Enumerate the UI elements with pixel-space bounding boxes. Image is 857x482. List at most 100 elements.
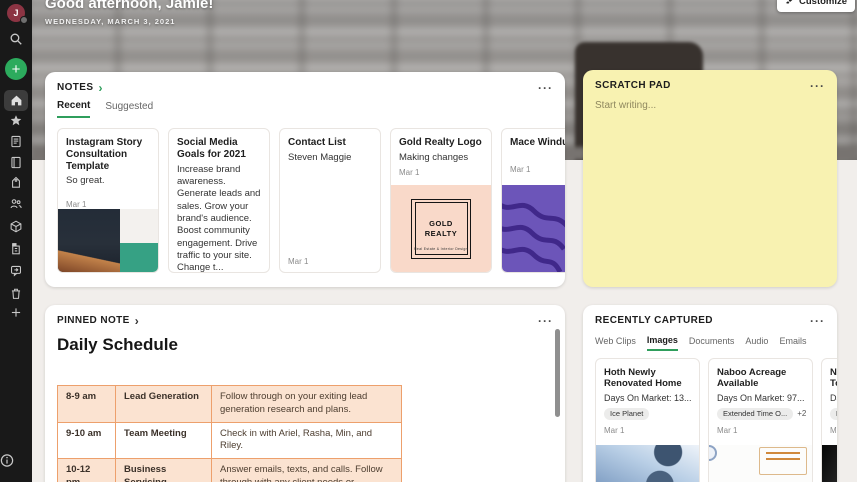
- table-row: 10-12 pm Business Servicing Answer email…: [57, 458, 402, 482]
- captured-days: Days On Market: 13...: [604, 392, 692, 403]
- sidebar-item-home[interactable]: [4, 90, 28, 111]
- note-date: Mar 1: [288, 257, 309, 266]
- captured-title: Naboo Acreage Available: [717, 367, 787, 390]
- sidebar-item-notes[interactable]: [10, 135, 23, 148]
- captured-card-clipped[interactable]: Ne To Da L Ma: [821, 358, 837, 482]
- note-snippet: Making changes: [399, 151, 469, 163]
- captured-thumbnail-hoth: [596, 445, 699, 482]
- captured-card-hoth[interactable]: Hoth Newly Renovated Home Days On Market…: [595, 358, 700, 482]
- recently-captured-title: RECENTLY CAPTURED: [595, 315, 713, 326]
- note-date: Mar 1: [399, 168, 420, 178]
- note-date: Mar 1: [510, 164, 531, 174]
- tag-icon: [10, 176, 23, 189]
- note-card-instagram-story[interactable]: Instagram Story Consultation Template So…: [57, 128, 159, 273]
- customize-button[interactable]: Customize: [777, 0, 856, 12]
- note-card-social-media-goals[interactable]: Social Media Goals for 2021 Increase bra…: [168, 128, 270, 273]
- chevron-right-icon[interactable]: ›: [134, 313, 139, 328]
- schedule-activity: Business Servicing: [115, 458, 212, 482]
- chevron-right-icon[interactable]: ›: [98, 80, 103, 95]
- scratch-pad-title: SCRATCH PAD: [595, 80, 671, 91]
- tab-suggested[interactable]: Suggested: [105, 100, 153, 118]
- tab-images[interactable]: Images: [646, 335, 678, 351]
- paintbrush-icon: [785, 0, 795, 8]
- captured-card-naboo[interactable]: Naboo Acreage Available Days On Market: …: [708, 358, 813, 482]
- captured-thumbnail-naboo: [709, 445, 812, 482]
- daily-schedule-table: 8-9 am Lead Generation Follow through on…: [57, 385, 402, 482]
- note-thumbnail-gold-realty-logo: GOLD REALTY Real Estate & Interior Desig…: [391, 185, 491, 272]
- greeting-text: Good afternoon, Jamie!: [45, 0, 214, 12]
- notes-header: NOTES › ···: [57, 80, 553, 95]
- building-photo: [58, 208, 120, 272]
- info-button[interactable]: [0, 453, 15, 468]
- tab-web-clips[interactable]: Web Clips: [595, 335, 636, 351]
- account-avatar[interactable]: J: [7, 4, 28, 24]
- schedule-desc: Check in with Ariel, Rasha, Min, and Ril…: [211, 421, 402, 460]
- schedule-activity: Team Meeting: [115, 421, 212, 460]
- logo-text-line2: REALTY: [424, 228, 458, 238]
- note-card-mace-windu[interactable]: Mace Windu Mar 1: [501, 128, 565, 273]
- star-icon: [10, 114, 23, 127]
- sidebar-item-tags[interactable]: [10, 176, 23, 189]
- schedule-time: 9-10 am: [57, 421, 116, 460]
- search-button[interactable]: [9, 32, 23, 46]
- plus-small-icon: [11, 307, 22, 318]
- chat-arrow-icon: [10, 264, 23, 277]
- tag-pill[interactable]: Extended Time O...: [717, 407, 794, 420]
- avatar-badge: [20, 16, 28, 24]
- sale-sign: [759, 447, 807, 475]
- scratch-pad-more-button[interactable]: ···: [810, 78, 825, 93]
- captured-tabs: Web Clips Images Documents Audio Emails: [595, 335, 806, 351]
- captured-days: Da: [830, 392, 837, 403]
- sidebar: J +: [0, 0, 32, 482]
- scratch-pad-widget[interactable]: SCRATCH PAD ··· Start writing...: [583, 70, 837, 287]
- sidebar-item-templates[interactable]: [10, 242, 23, 255]
- teal-block: [120, 243, 158, 272]
- captured-days: Days On Market: 97...: [717, 392, 805, 403]
- recently-captured-widget: RECENTLY CAPTURED ··· Web Clips Images D…: [583, 305, 837, 482]
- note-card-gold-realty[interactable]: Gold Realty Logo Making changes Mar 1 GO…: [390, 128, 492, 273]
- note-title: Gold Realty Logo: [399, 137, 482, 148]
- tag-pill[interactable]: Ice Planet: [604, 407, 650, 420]
- tag-more-count[interactable]: +2: [797, 409, 807, 419]
- sidebar-item-share-note[interactable]: [10, 264, 23, 277]
- white-block: [120, 208, 158, 244]
- building-icon: [10, 242, 23, 255]
- sidebar-item-shared[interactable]: [9, 197, 23, 210]
- note-snippet: Increase brand awareness. Generate leads…: [177, 163, 261, 273]
- cube-icon: [10, 220, 23, 233]
- logo-frame: GOLD REALTY Real Estate & Interior Desig…: [411, 198, 471, 259]
- logo-text-line1: GOLD: [429, 219, 453, 229]
- sidebar-item-notebooks[interactable]: [10, 156, 23, 169]
- tab-documents[interactable]: Documents: [689, 335, 735, 351]
- tab-audio[interactable]: Audio: [745, 335, 768, 351]
- notes-widget: NOTES › ··· Recent Suggested Instagram S…: [45, 72, 565, 287]
- sidebar-add-button[interactable]: [11, 307, 22, 318]
- sidebar-item-spaces[interactable]: [10, 220, 23, 233]
- note-snippet: Steven Maggie: [288, 151, 352, 163]
- tab-emails[interactable]: Emails: [779, 335, 806, 351]
- avatar-initial: J: [13, 8, 19, 18]
- recently-captured-more-button[interactable]: ···: [810, 313, 825, 328]
- tab-recent[interactable]: Recent: [57, 100, 91, 118]
- tag-pill[interactable]: L: [830, 407, 837, 420]
- scratch-pad-placeholder[interactable]: Start writing...: [595, 100, 657, 111]
- avatar: J: [7, 4, 28, 24]
- info-icon: [0, 453, 15, 468]
- current-date: WEDNESDAY, MARCH 3, 2021: [45, 17, 176, 26]
- note-card-contact-list[interactable]: Contact List Steven Maggie Mar 1: [279, 128, 381, 273]
- new-note-button[interactable]: +: [5, 58, 27, 80]
- moon-shape: [709, 445, 717, 461]
- captured-date: Ma: [830, 425, 837, 435]
- note-thumbnail-purple-waves: [502, 185, 565, 272]
- note-thumbnail-photo-collage: [58, 208, 158, 272]
- captured-title: Ne To: [830, 367, 837, 390]
- sidebar-item-shortcuts[interactable]: [10, 114, 23, 127]
- pinned-note-scrollbar[interactable]: [555, 329, 560, 417]
- notebook-icon: [10, 156, 23, 169]
- pinned-note-more-button[interactable]: ···: [538, 313, 553, 328]
- notes-more-button[interactable]: ···: [538, 80, 553, 95]
- sidebar-item-trash[interactable]: [10, 287, 23, 300]
- note-snippet: So great.: [66, 175, 105, 187]
- trash-icon: [10, 287, 23, 300]
